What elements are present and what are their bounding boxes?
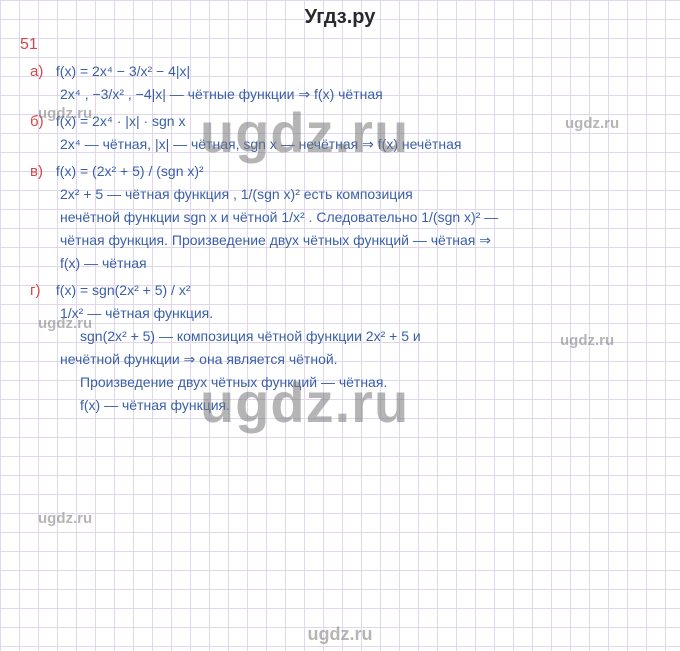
part-g-equation: f(x) = sgn(2x² + 5) / x² bbox=[56, 282, 191, 298]
part-v-line4: f(x) — чётная bbox=[30, 254, 660, 273]
part-g: г) f(x) = sgn(2x² + 5) / x² 1/x² — чётна… bbox=[30, 281, 660, 415]
part-v-line1: 2x² + 5 — чётная функция , 1/(sgn x)² ес… bbox=[30, 185, 660, 204]
problem-number: 51 bbox=[20, 36, 660, 54]
part-v-equation: f(x) = (2x² + 5) / (sgn x)² bbox=[56, 163, 204, 179]
part-b: б) f(x) = 2x⁴ · |x| · sgn x 2x⁴ — чётная… bbox=[30, 112, 660, 154]
watermark-footer: ugdz.ru bbox=[0, 624, 680, 645]
part-v-line3: чётная функция. Произведение двух чётных… bbox=[30, 231, 660, 250]
part-g-line4: Произведение двух чётных функций — чётна… bbox=[30, 373, 660, 392]
part-v-label: в) bbox=[30, 162, 52, 181]
part-g-label: г) bbox=[30, 281, 52, 300]
watermark-small-4: ugdz.ru bbox=[38, 510, 92, 527]
part-a-note: 2x⁴ , −3/x² , −4|x| — чётные функции ⇒ f… bbox=[30, 85, 660, 104]
page-content: Угдз.ру ugdz.ru ugdz.ru ugdz.ru ugdz.ru … bbox=[0, 0, 680, 651]
part-a-equation: f(x) = 2x⁴ − 3/x² − 4|x| bbox=[56, 63, 190, 79]
part-b-equation: f(x) = 2x⁴ · |x| · sgn x bbox=[56, 113, 186, 129]
page-title: Угдз.ру bbox=[0, 6, 680, 29]
part-a: а) f(x) = 2x⁴ − 3/x² − 4|x| 2x⁴ , −3/x² … bbox=[30, 62, 660, 104]
part-v-line2: нечётной функции sgn x и чётной 1/x² . С… bbox=[30, 208, 660, 227]
part-g-line2: sgn(2x² + 5) — композиция чётной функции… bbox=[30, 327, 660, 346]
part-g-line3: нечётной функции ⇒ она является чётной. bbox=[30, 350, 660, 369]
part-b-note: 2x⁴ — чётная, |x| — чётная, sgn x — нечё… bbox=[30, 135, 660, 154]
part-a-label: а) bbox=[30, 62, 52, 81]
part-b-label: б) bbox=[30, 112, 52, 131]
part-g-line5: f(x) — чётная функция. bbox=[30, 396, 660, 415]
part-v: в) f(x) = (2x² + 5) / (sgn x)² 2x² + 5 —… bbox=[30, 162, 660, 273]
part-g-line1: 1/x² — чётная функция. bbox=[30, 304, 660, 323]
